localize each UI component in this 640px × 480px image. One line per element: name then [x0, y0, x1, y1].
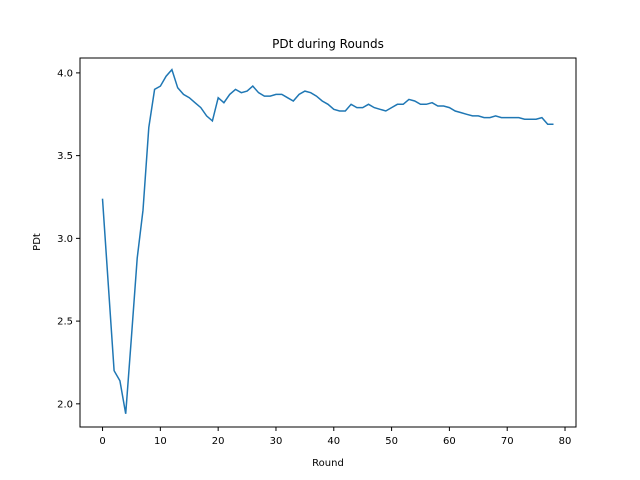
y-tick-label: 3.0 — [57, 234, 73, 245]
x-tick-label: 20 — [212, 436, 225, 447]
x-tick-label: 80 — [559, 436, 572, 447]
x-axis-label: Round — [312, 458, 344, 469]
y-axis-ticks: 2.0 2.5 3.0 3.5 4.0 — [57, 68, 80, 410]
x-tick-label: 0 — [99, 436, 105, 447]
series-line — [101, 68, 554, 414]
x-tick-label: 60 — [443, 436, 456, 447]
y-tick-label: 2.0 — [57, 399, 73, 410]
y-tick-label: 3.5 — [57, 151, 73, 162]
x-tick-label: 40 — [327, 436, 340, 447]
y-tick-label: 4.0 — [57, 68, 73, 79]
plot-frame — [79, 57, 577, 428]
x-tick-label: 10 — [154, 436, 167, 447]
y-tick-label: 2.5 — [57, 317, 73, 328]
y-axis-label: PDt — [32, 233, 43, 251]
x-tick-label: 30 — [270, 436, 283, 447]
x-tick-label: 70 — [501, 436, 514, 447]
x-tick-label: 50 — [385, 436, 398, 447]
chart-title: PDt during Rounds — [272, 37, 384, 51]
plot-area: 0 10 20 30 40 50 60 70 80 2.0 2.5 3.0 3.5 4.0 — [57, 57, 577, 447]
x-axis-ticks: 0 10 20 30 40 50 60 70 80 — [99, 427, 571, 447]
